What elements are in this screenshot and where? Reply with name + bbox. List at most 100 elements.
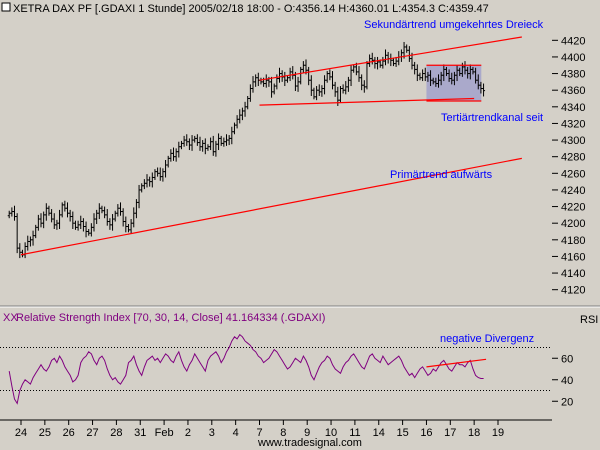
price-bar	[7, 210, 11, 219]
price-tick-label: 4420	[561, 35, 585, 47]
time-tick-label: 3	[209, 427, 215, 439]
price-tick-label: 4240	[561, 185, 585, 197]
price-bar	[36, 214, 40, 231]
price-bar	[66, 202, 70, 218]
price-bar	[307, 66, 311, 86]
price-bar	[399, 49, 403, 62]
price-bar	[272, 83, 276, 95]
price-bar	[140, 183, 144, 193]
price-bar	[391, 57, 395, 67]
price-bar	[158, 167, 162, 181]
price-bar	[206, 144, 210, 151]
price-bar	[357, 66, 361, 82]
price-bar	[52, 213, 56, 230]
price-tick-label: 4120	[561, 285, 585, 297]
price-tick-label: 4200	[561, 218, 585, 230]
price-tick-label: 4400	[561, 52, 585, 64]
rsi-title-group: XX Relative Strength Index [70, 30, 14, …	[3, 312, 598, 326]
price-bar	[124, 216, 128, 233]
price-bar	[317, 84, 321, 97]
price-bar	[381, 56, 385, 69]
price-bar	[103, 206, 107, 219]
price-bar	[238, 109, 242, 124]
price-bar	[331, 71, 335, 90]
price-bar	[28, 236, 32, 247]
time-tick-label: 31	[134, 427, 146, 439]
time-tick-label: 7	[256, 427, 262, 439]
price-bar	[164, 160, 168, 178]
price-bar	[248, 84, 252, 102]
price-bar	[222, 137, 226, 147]
price-bar	[299, 66, 303, 85]
time-tick-label: Feb	[155, 427, 174, 439]
time-tick-label: 28	[110, 427, 122, 439]
rsi-series-line	[8, 333, 484, 405]
price-bar	[283, 71, 287, 87]
price-bar	[187, 138, 191, 151]
price-tick-label: 4320	[561, 118, 585, 130]
price-bar	[47, 205, 51, 216]
price-bar	[129, 219, 133, 234]
rsi-title: Relative Strength Index [70, 30, 14, Clo…	[16, 312, 325, 324]
price-bar	[415, 64, 419, 82]
price-bar	[92, 213, 96, 232]
time-axis: 24 25 26 27 28 31 Feb 2 3 4 7 8 9 10 11 14 15 16 17 18 19	[0, 419, 552, 439]
price-bar	[251, 76, 255, 93]
time-tick-label: 16	[420, 427, 432, 439]
price-bar	[142, 179, 146, 190]
time-tick-label: 24	[15, 427, 27, 439]
price-bar	[328, 69, 332, 81]
price-bar	[50, 209, 54, 223]
price-bar	[246, 96, 250, 110]
price-bar	[111, 214, 115, 231]
price-bar	[291, 66, 295, 80]
price-bar	[338, 86, 342, 103]
price-bar	[423, 67, 427, 82]
price-bar	[309, 75, 313, 97]
price-bar	[259, 77, 263, 85]
triangle-lower-line	[259, 97, 475, 106]
price-bar	[26, 235, 30, 251]
price-bar	[39, 213, 43, 228]
price-axis: 4120 4140 4160 4180 4200 4220 4240 4260 4280 4300…	[552, 35, 585, 297]
price-bar	[230, 126, 234, 145]
price-bar	[68, 209, 72, 222]
price-bar	[172, 147, 176, 161]
price-bar	[169, 149, 173, 162]
price-bar	[153, 169, 157, 180]
price-bar	[225, 134, 229, 146]
price-bar	[89, 223, 93, 237]
time-tick-label: 19	[492, 427, 504, 439]
price-bar	[145, 174, 149, 188]
price-tick-label: 4220	[561, 202, 585, 214]
price-bar	[166, 155, 170, 168]
price-tick-label: 4160	[561, 251, 585, 263]
price-bar	[105, 209, 109, 226]
price-bar	[397, 51, 401, 66]
price-bar	[55, 219, 59, 230]
price-bar	[179, 140, 183, 150]
price-bar	[376, 56, 380, 70]
price-bar	[18, 243, 22, 259]
time-tick-label: 15	[396, 427, 408, 439]
rsi-axis: 20 40 60	[552, 353, 573, 408]
watermark: www.tradesignal.com	[257, 437, 362, 449]
price-bar	[362, 80, 366, 93]
price-bar	[386, 51, 390, 64]
price-bar	[87, 229, 91, 236]
price-bar	[352, 64, 356, 73]
price-bar	[203, 138, 207, 155]
price-bar	[373, 56, 377, 69]
triangle-upper-line	[259, 36, 522, 81]
price-tick-label: 4180	[561, 235, 585, 247]
price-bar	[209, 137, 213, 151]
price-bar	[227, 135, 231, 146]
price-bar	[418, 72, 422, 81]
price-bar	[63, 200, 67, 212]
price-bar	[240, 107, 244, 121]
price-bar	[232, 122, 236, 135]
price-bar	[34, 224, 38, 239]
annotation-triangle: Sekundärtrend umgekehrtes Dreieck	[364, 19, 544, 31]
price-bar	[301, 61, 305, 73]
